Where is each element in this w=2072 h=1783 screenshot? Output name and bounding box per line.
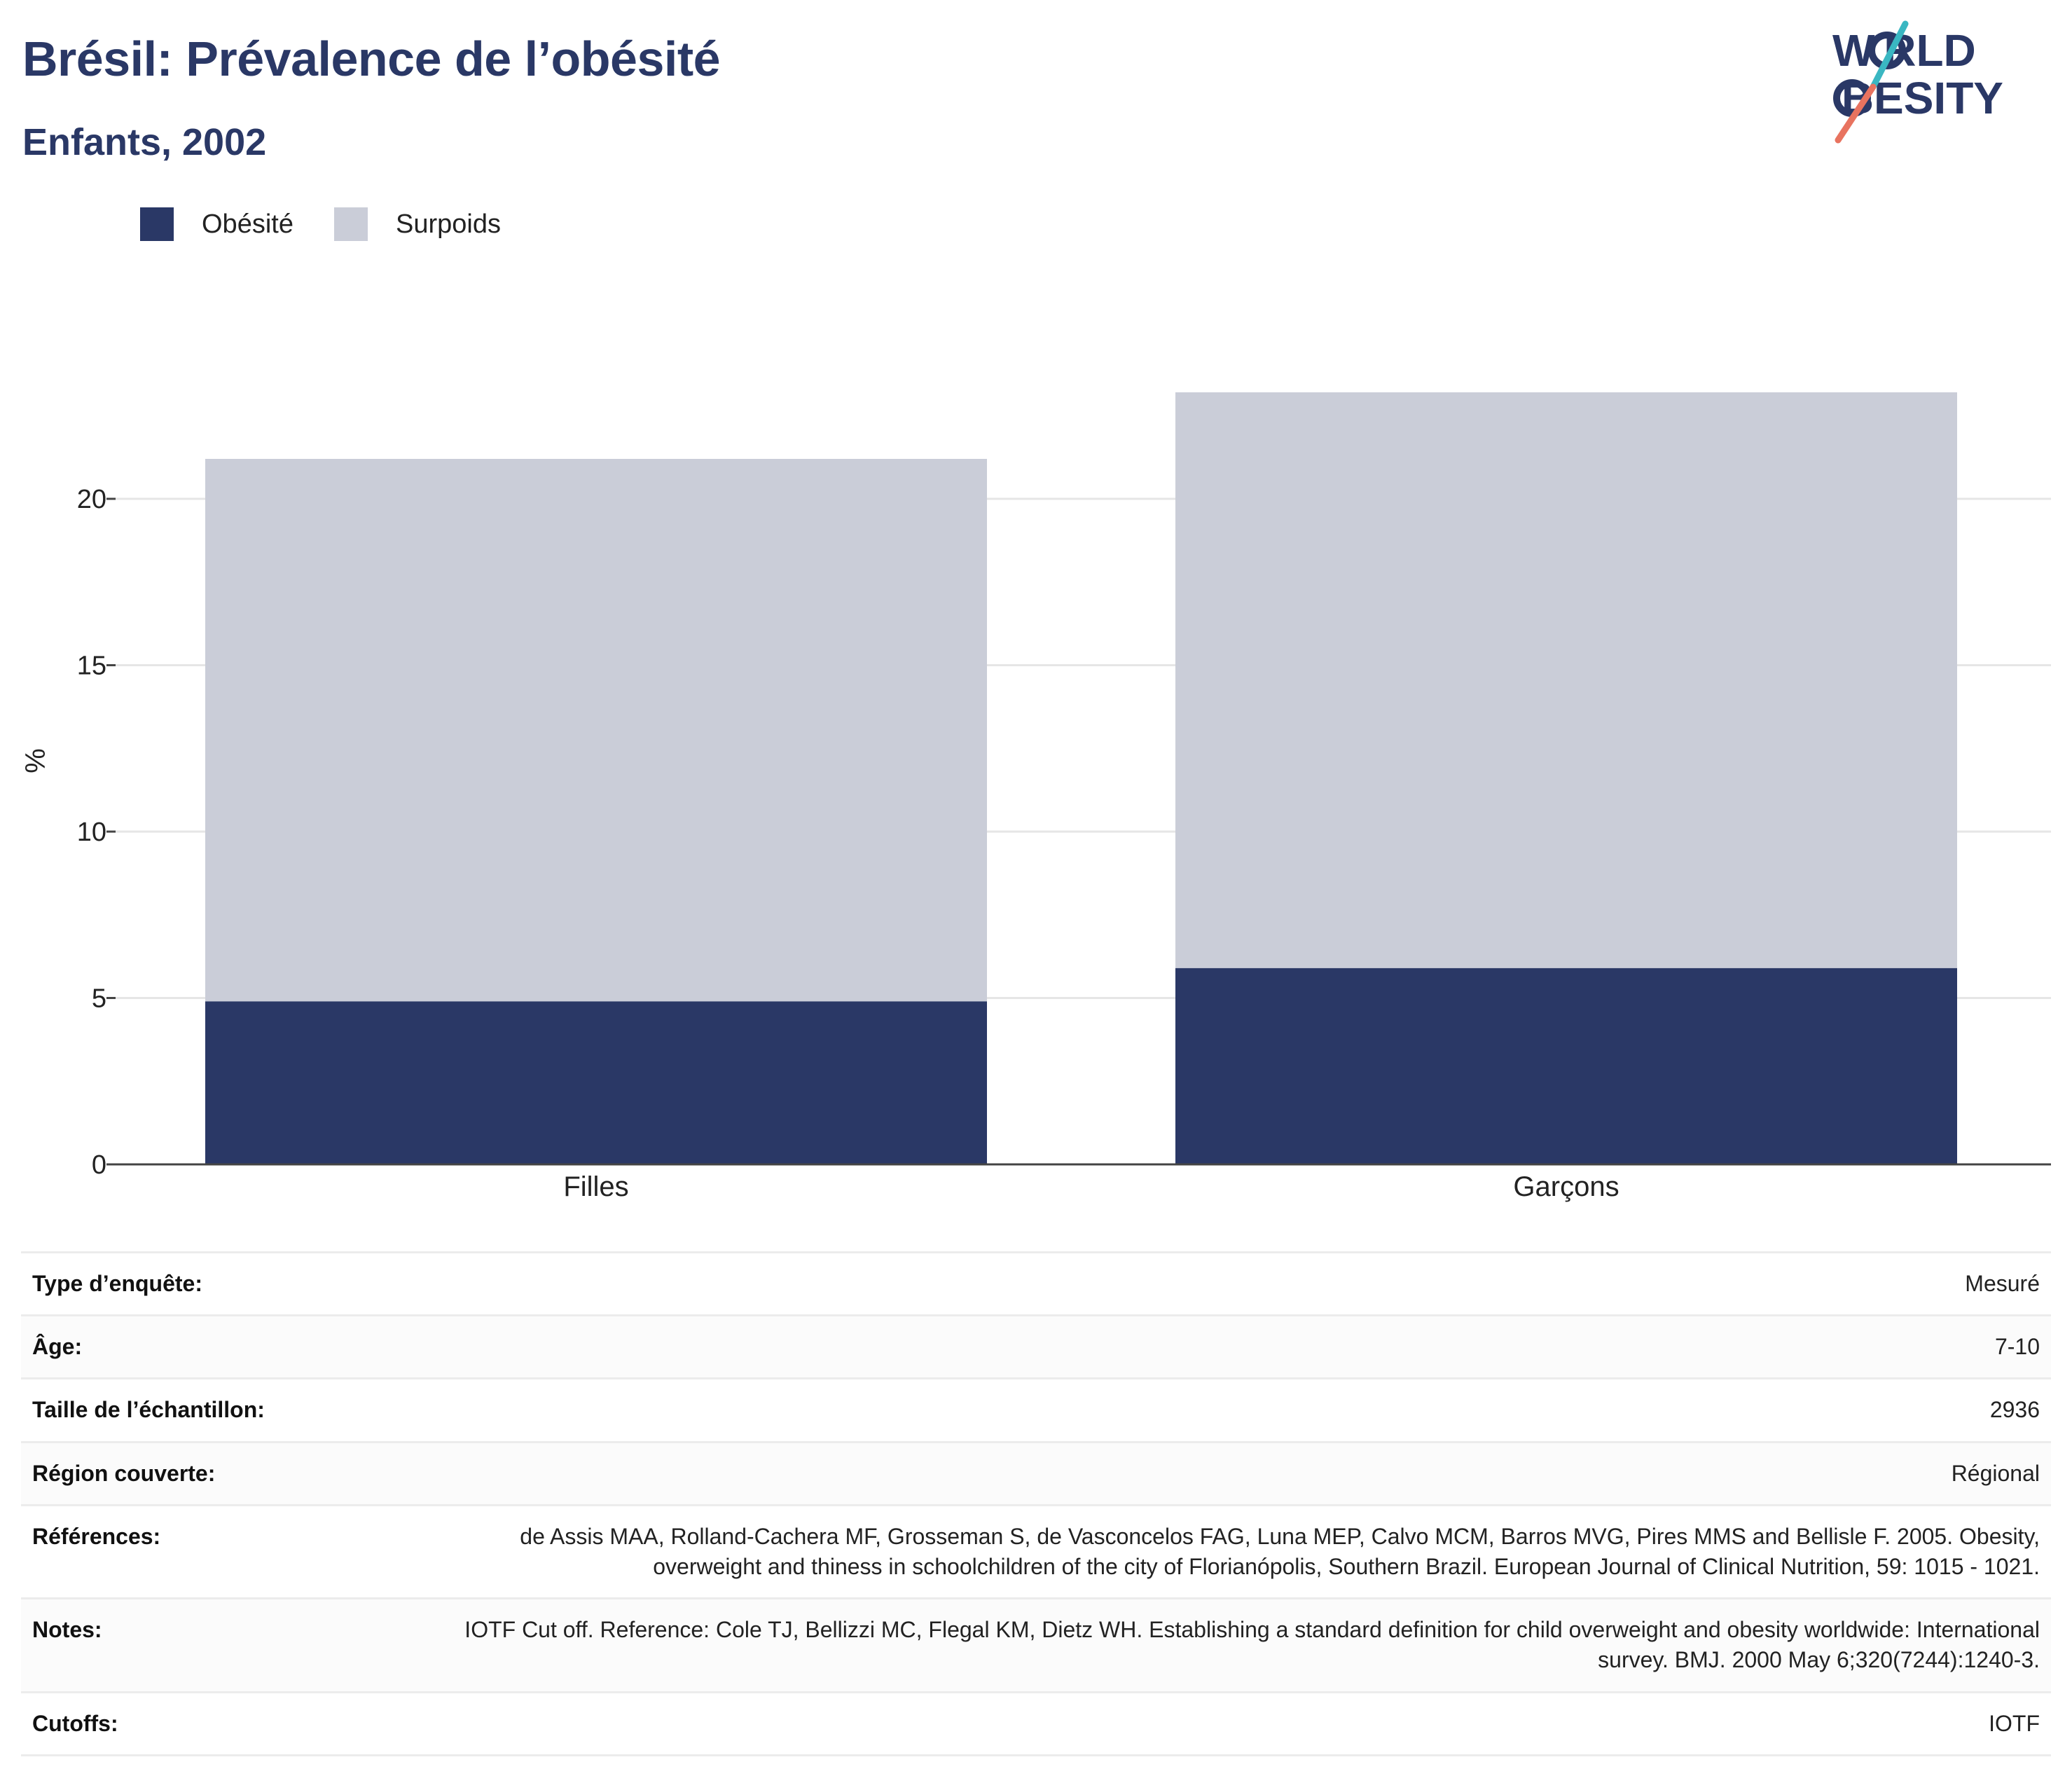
info-row: Notes: IOTF Cut off. Reference: Cole TJ, … (21, 1597, 2051, 1692)
world-obesity-logo: W RLD BESITY (1832, 20, 2003, 144)
info-value: de Assis MAA, Rolland-Cachera MF, Grosse… (408, 1503, 2051, 1599)
legend-item-obesity[interactable]: Obésité (140, 207, 293, 241)
info-row: Type d’enquête: Mesuré (21, 1251, 2051, 1316)
chart-subtitle: Enfants, 2002 (22, 121, 267, 163)
y-tick-label: 5 (92, 984, 106, 1014)
info-label: Cutoffs: (21, 1691, 408, 1756)
bar-overweight-filles[interactable] (205, 459, 987, 1002)
info-label: Notes: (21, 1597, 408, 1692)
bar-obesity-garcons[interactable] (1175, 968, 1957, 1164)
legend-item-overweight[interactable]: Surpoids (333, 207, 501, 241)
bar-chart: 0 5 10 15 20% Filles Garçons (20, 392, 2051, 1202)
legend-swatch-overweight (333, 207, 368, 241)
x-tick-label: Filles (563, 1171, 628, 1202)
survey-info-table: Type d’enquête: Mesuré Âge: 7-10 Taille de l… (21, 1251, 2051, 1756)
legend-label-overweight: Surpoids (395, 209, 501, 239)
y-tick-label: 10 (77, 818, 106, 847)
info-label: Taille de l’échantillon: (21, 1377, 408, 1443)
info-label: Âge: (21, 1314, 408, 1379)
info-row: Région couverte: Régional (21, 1440, 2051, 1506)
legend-swatch-obesity (140, 207, 174, 241)
info-label: Références: (21, 1503, 408, 1599)
legend-label-obesity: Obésité (202, 209, 293, 239)
y-tick-label: 20 (77, 485, 106, 514)
info-value: Mesuré (408, 1251, 2051, 1316)
info-row: Âge: 7-10 (21, 1314, 2051, 1379)
logo-slash-teal (1870, 20, 1909, 90)
logo-slash-coral (1835, 83, 1877, 144)
bar-overweight-garcons[interactable] (1175, 392, 1957, 968)
info-row: Références: de Assis MAA, Rolland-Cachera… (21, 1503, 2051, 1599)
info-label: Région couverte: (21, 1440, 408, 1506)
info-value: 2936 (408, 1377, 2051, 1443)
info-label: Type d’enquête: (21, 1251, 408, 1316)
chart-title: Brésil: Prévalence de l’obésité (22, 32, 721, 86)
y-tick-label: 15 (77, 652, 106, 681)
bar-obesity-filles[interactable] (205, 1001, 987, 1164)
info-row: Cutoffs: IOTF (21, 1691, 2051, 1756)
info-row: Taille de l’échantillon: 2936 (21, 1377, 2051, 1443)
info-value: IOTF Cut off. Reference: Cole TJ, Belliz… (408, 1597, 2051, 1692)
y-tick-label: 0 (92, 1150, 106, 1180)
logo-line2: BESITY (1832, 73, 2003, 123)
y-axis-label: % (20, 748, 51, 773)
chart-legend: Obésité Surpoids (140, 207, 541, 241)
info-value: Régional (408, 1440, 2051, 1506)
x-tick-label: Garçons (1513, 1171, 1619, 1202)
info-value: 7-10 (408, 1314, 2051, 1379)
info-value: IOTF (408, 1691, 2051, 1756)
